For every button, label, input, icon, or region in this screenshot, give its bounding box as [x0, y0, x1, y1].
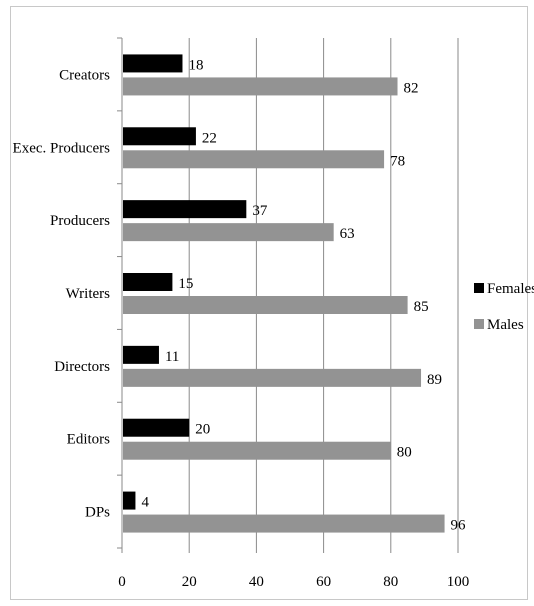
data-label: 4 [141, 495, 149, 511]
gridlines [188, 38, 459, 548]
bar-males [123, 514, 445, 533]
category-label: DPs [85, 505, 110, 521]
category-label: Producers [50, 213, 110, 229]
data-label: 78 [390, 153, 405, 169]
data-label: 37 [252, 203, 268, 219]
bar-females [123, 345, 159, 364]
bar-males [123, 296, 408, 314]
category-label: Creators [59, 67, 110, 83]
data-label: 96 [451, 518, 467, 534]
bar-males [123, 150, 385, 169]
bars [123, 54, 445, 533]
data-label: 85 [414, 299, 429, 315]
x-tick-label: 100 [447, 574, 470, 590]
x-tick-label: 0 [118, 574, 126, 590]
bar-males [123, 77, 398, 96]
data-label: 18 [188, 57, 203, 73]
legend-swatch-males [474, 319, 484, 329]
category-label: Editors [67, 432, 110, 448]
legend-label: Males [487, 317, 524, 333]
legend-label: Females [487, 281, 534, 297]
category-label: Directors [54, 359, 110, 375]
category-label: Exec. Producers [13, 140, 111, 156]
axes [117, 37, 459, 553]
bar-males [123, 368, 422, 387]
x-tick-label: 60 [316, 574, 331, 590]
category-label: Writers [66, 286, 111, 302]
x-tick-label: 80 [383, 574, 398, 590]
bar-males [123, 441, 391, 460]
labels: 0 20 40 60 80 100 Creators 18 82 Exec. Producers 2… [13, 57, 470, 590]
legend: Females Males [474, 281, 534, 333]
data-label: 82 [404, 80, 419, 96]
bar-females [123, 127, 196, 146]
data-label: 80 [397, 445, 412, 461]
x-tick-label: 40 [249, 574, 264, 590]
bar-females [123, 200, 247, 219]
bar-females [123, 418, 190, 437]
data-label: 63 [340, 226, 355, 242]
bar-males [123, 223, 334, 242]
data-label: 11 [165, 349, 179, 365]
data-label: 20 [195, 422, 210, 438]
data-label: 22 [202, 130, 217, 146]
data-label: 15 [178, 276, 193, 292]
data-label: 89 [427, 372, 442, 388]
bar-females [123, 54, 183, 73]
bar-females [123, 491, 136, 510]
bar-females [123, 273, 173, 291]
legend-swatch-females [474, 283, 484, 293]
x-tick-label: 20 [182, 574, 197, 590]
